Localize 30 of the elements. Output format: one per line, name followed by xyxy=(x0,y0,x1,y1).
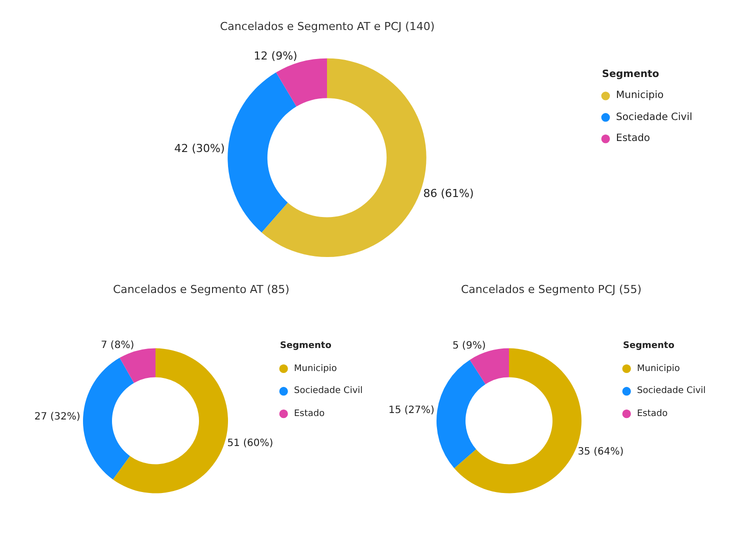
legend-title: Segmento xyxy=(280,341,332,351)
chart-title: Cancelados e Segmento PCJ (55) xyxy=(461,283,642,296)
legend-label: Municipio xyxy=(637,364,680,374)
chart-title: Cancelados e Segmento AT (85) xyxy=(113,283,290,296)
donut-slice xyxy=(120,348,156,383)
data-label: 5 (9%) xyxy=(452,340,486,352)
donut-slice xyxy=(228,72,296,232)
legend-label: Estado xyxy=(637,409,668,419)
donut-slice xyxy=(470,348,509,384)
data-label: 7 (8%) xyxy=(100,340,134,352)
donut-slice xyxy=(436,360,486,468)
legend-label: Municipio xyxy=(616,90,664,101)
data-label: 27 (32%) xyxy=(34,411,80,422)
donut-slice xyxy=(83,358,134,480)
legend-title: Segmento xyxy=(623,341,674,351)
chart-title: Cancelados e Segmento AT e PCJ (140) xyxy=(220,20,435,33)
legend-label: Sociedade Civil xyxy=(616,112,692,123)
legend-label: Estado xyxy=(616,133,650,144)
data-label: 86 (61%) xyxy=(423,186,474,200)
donut-slice xyxy=(112,348,228,494)
legend-label: Estado xyxy=(294,409,326,419)
data-label: 15 (27%) xyxy=(388,404,434,416)
data-label: 51 (60%) xyxy=(227,438,274,450)
data-label: 12 (9%) xyxy=(254,49,298,62)
legend-title: Segmento xyxy=(602,69,660,80)
data-label: 42 (30%) xyxy=(174,142,225,156)
legend-label: Sociedade Civil xyxy=(294,386,363,396)
legend-label: Municipio xyxy=(294,364,338,374)
legend-label: Sociedade Civil xyxy=(637,386,706,396)
data-label: 35 (64%) xyxy=(578,446,624,458)
